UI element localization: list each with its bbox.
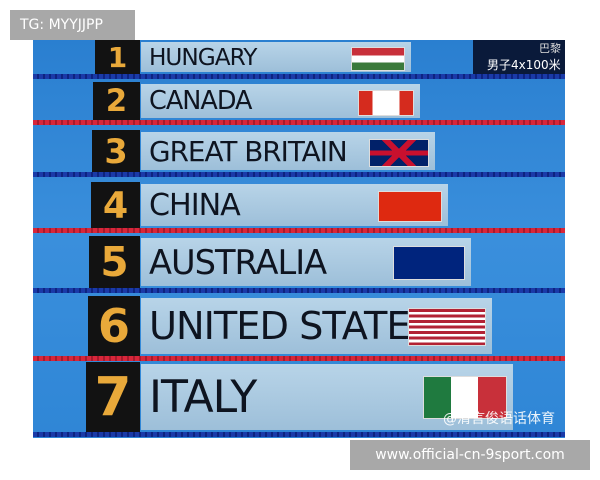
lane-rope [33,356,565,361]
lane-rope [33,228,565,233]
scoreboard-photo: 巴黎 男子4x100米 1 HUNGARY 2 CANADA 3 GREAT B… [33,40,565,438]
rank-number: 6 [88,296,140,356]
tv-corner-top: 巴黎 [539,42,561,55]
lane-rope [33,432,565,437]
rank-number: 2 [93,82,140,120]
standing-row: 4 CHINA [33,182,565,234]
rank-number: 7 [86,362,140,432]
lane-rope [33,172,565,177]
rank-number: 1 [95,40,140,74]
uk-flag-icon [369,138,429,168]
hungary-flag-icon [351,47,405,72]
australia-flag-icon [393,246,465,281]
rank-number: 4 [91,182,140,228]
tv-corner-graphic: 巴黎 男子4x100米 [473,40,565,76]
standing-row: 6 UNITED STATES [33,296,565,362]
italy-flag-icon [423,375,507,420]
china-flag-icon [378,191,442,222]
tv-event-label: 男子4x100米 [487,58,561,72]
canada-flag-icon [358,89,414,117]
standing-row: 3 GREAT BRITAIN [33,130,565,178]
rank-number: 3 [92,130,140,172]
overlay-tag: TG: MYYJJPP [10,10,135,40]
standing-row: 5 AUSTRALIA [33,236,565,294]
weibo-watermark: @清言俊语话体育 [443,411,555,427]
rank-number: 5 [89,236,140,288]
lane-rope [33,74,565,79]
lane-rope [33,288,565,293]
lane-rope [33,120,565,125]
standing-row: 1 HUNGARY [33,40,565,80]
standing-row: 2 CANADA [33,82,565,126]
usa-flag-icon [408,307,486,347]
country-name: ITALY [141,364,513,430]
standing-row: 7 ITALY [33,362,565,438]
site-watermark: www.official-cn-9sport.com [350,440,590,470]
